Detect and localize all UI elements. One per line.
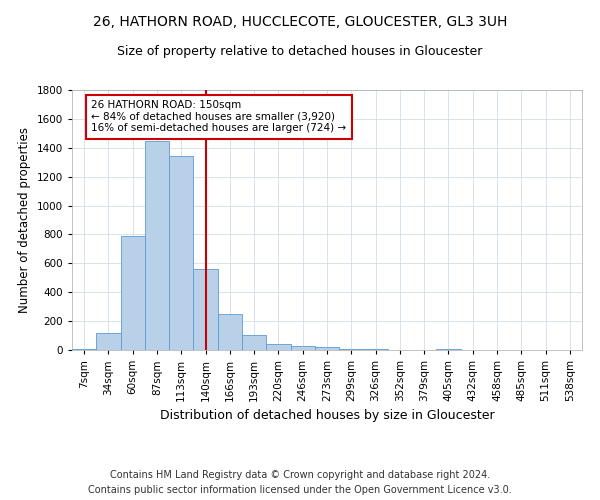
X-axis label: Distribution of detached houses by size in Gloucester: Distribution of detached houses by size … bbox=[160, 410, 494, 422]
Bar bbox=[290, 346, 315, 350]
Bar bbox=[193, 269, 218, 350]
Text: Contains HM Land Registry data © Crown copyright and database right 2024.: Contains HM Land Registry data © Crown c… bbox=[110, 470, 490, 480]
Y-axis label: Number of detached properties: Number of detached properties bbox=[18, 127, 31, 313]
Bar bbox=[266, 344, 290, 350]
Bar bbox=[436, 348, 461, 350]
Bar bbox=[242, 335, 266, 350]
Bar bbox=[72, 348, 96, 350]
Text: 26 HATHORN ROAD: 150sqm
← 84% of detached houses are smaller (3,920)
16% of semi: 26 HATHORN ROAD: 150sqm ← 84% of detache… bbox=[91, 100, 347, 134]
Bar bbox=[121, 236, 145, 350]
Text: Contains public sector information licensed under the Open Government Licence v3: Contains public sector information licen… bbox=[88, 485, 512, 495]
Bar bbox=[315, 347, 339, 350]
Bar bbox=[169, 156, 193, 350]
Bar bbox=[339, 348, 364, 350]
Bar bbox=[96, 332, 121, 350]
Text: Size of property relative to detached houses in Gloucester: Size of property relative to detached ho… bbox=[118, 45, 482, 58]
Bar bbox=[218, 314, 242, 350]
Text: 26, HATHORN ROAD, HUCCLECOTE, GLOUCESTER, GL3 3UH: 26, HATHORN ROAD, HUCCLECOTE, GLOUCESTER… bbox=[93, 15, 507, 29]
Bar bbox=[145, 140, 169, 350]
